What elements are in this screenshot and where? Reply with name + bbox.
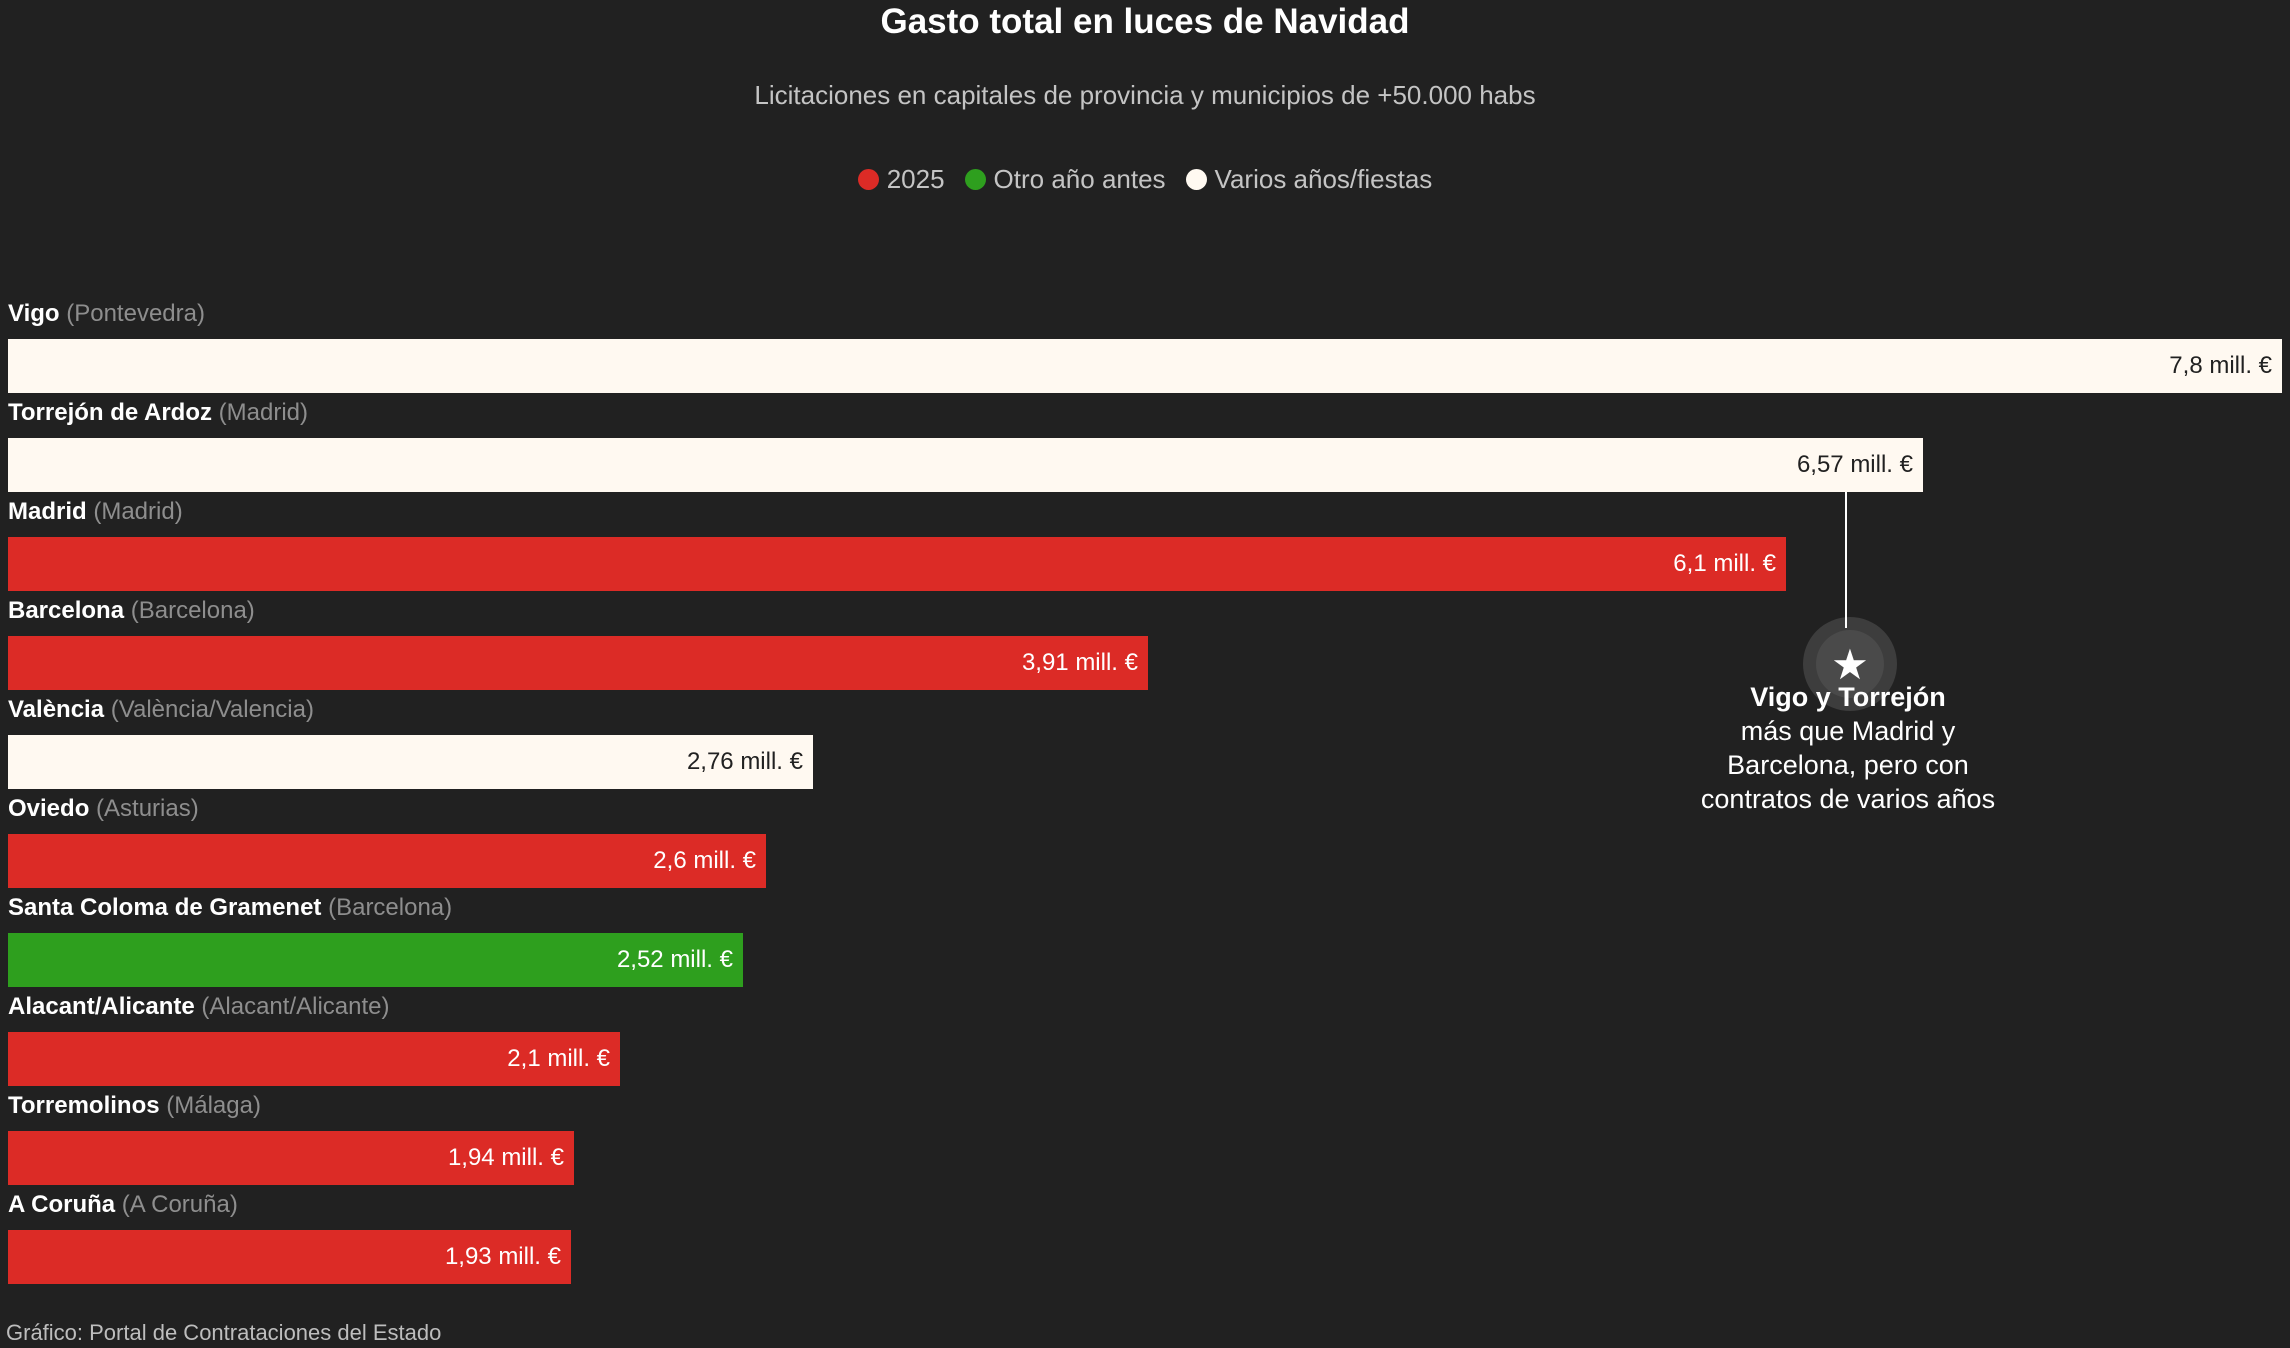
annotation-body: más que Madrid y Barcelona, pero con con…: [1700, 716, 1996, 814]
category-province: (Málaga): [159, 1092, 261, 1119]
legend-label-varios-anos: Varios años/fiestas: [1214, 164, 1433, 194]
bar-value-label: 1,93 mill. €: [444, 1243, 561, 1270]
bar-value-label: 1,94 mill. €: [447, 1144, 564, 1171]
category-province: (Alacant/Alicante): [194, 993, 390, 1020]
bar: [8, 636, 1148, 690]
bar-value-label: 2,6 mill. €: [653, 847, 756, 874]
category-label: Vigo (Pontevedra): [8, 300, 205, 328]
category-label: Barcelona (Barcelona): [8, 597, 255, 625]
chart-title: Gasto total en luces de Navidad: [880, 2, 1410, 41]
category-name: A Coruña: [8, 1191, 116, 1218]
category-name: Vigo: [8, 300, 60, 327]
category-province: (València/Valencia): [104, 696, 314, 723]
category-name: Torrejón de Ardoz: [8, 399, 212, 426]
category-province: (Barcelona): [321, 894, 453, 921]
legend-item-2025: 2025: [857, 164, 945, 195]
chart-subtitle: Licitaciones en capitales de provincia y…: [754, 80, 1536, 110]
category-label: Santa Coloma de Gramenet (Barcelona): [8, 894, 452, 922]
bar: [8, 339, 2282, 393]
category-province: (A Coruña): [115, 1191, 238, 1218]
legend-item-varios-anos: Varios años/fiestas: [1185, 164, 1433, 195]
category-label: Torrejón de Ardoz (Madrid): [8, 399, 308, 427]
category-label: Madrid (Madrid): [8, 498, 183, 526]
category-label: València (València/Valencia): [8, 696, 314, 724]
bar: [8, 1230, 571, 1284]
annotation-line: [1845, 492, 1847, 628]
legend-label-otro-ano: Otro año antes: [993, 164, 1166, 194]
legend-dot-varios-anos: [1185, 169, 1207, 190]
category-name: Barcelona: [8, 597, 125, 624]
category-name: Santa Coloma de Gramenet: [8, 894, 322, 921]
source-note: Gráfico: Portal de Contrataciones del Es…: [6, 1320, 442, 1345]
category-province: (Madrid): [212, 399, 309, 426]
category-name: Torremolinos: [8, 1092, 160, 1119]
bar-value-label: 3,91 mill. €: [1021, 649, 1138, 676]
bar: [8, 438, 1923, 492]
category-province: (Barcelona): [124, 597, 255, 624]
star-icon: ★: [1816, 630, 1884, 698]
category-label: A Coruña (A Coruña): [8, 1191, 238, 1219]
category-province: (Asturias): [89, 795, 199, 822]
legend-dot-2025: [857, 169, 879, 190]
bar: [8, 735, 813, 789]
category-label: Torremolinos (Málaga): [8, 1092, 261, 1120]
legend: 2025 Otro año antes Varios años/fiestas: [0, 164, 2290, 195]
category-name: València: [8, 696, 105, 723]
category-province: (Madrid): [86, 498, 183, 525]
bar-value-label: 2,1 mill. €: [507, 1045, 610, 1072]
bar-value-label: 2,76 mill. €: [686, 748, 803, 775]
bar-value-label: 6,1 mill. €: [1673, 550, 1776, 577]
legend-dot-otro-ano: [964, 169, 986, 190]
annotation-bold: Vigo y Torrejón: [1750, 682, 1946, 712]
category-name: Oviedo: [8, 795, 90, 822]
annotation-text: Vigo y Torrejón más que Madrid y Barcelo…: [1690, 680, 2006, 816]
bar: [8, 834, 766, 888]
category-province: (Pontevedra): [59, 300, 205, 327]
bar: [8, 537, 1786, 591]
legend-item-otro-ano: Otro año antes: [964, 164, 1166, 195]
bar: [8, 933, 743, 987]
bar: [8, 1032, 620, 1086]
legend-label-2025: 2025: [886, 164, 945, 194]
category-label: Alacant/Alicante (Alacant/Alicante): [8, 993, 390, 1021]
bar-value-label: 2,52 mill. €: [616, 946, 733, 973]
category-label: Oviedo (Asturias): [8, 795, 199, 823]
category-name: Alacant/Alicante: [8, 993, 195, 1020]
bar-value-label: 7,8 mill. €: [2169, 352, 2272, 379]
category-name: Madrid: [8, 498, 87, 525]
bar: [8, 1131, 574, 1185]
bar-value-label: 6,57 mill. €: [1796, 451, 1913, 478]
